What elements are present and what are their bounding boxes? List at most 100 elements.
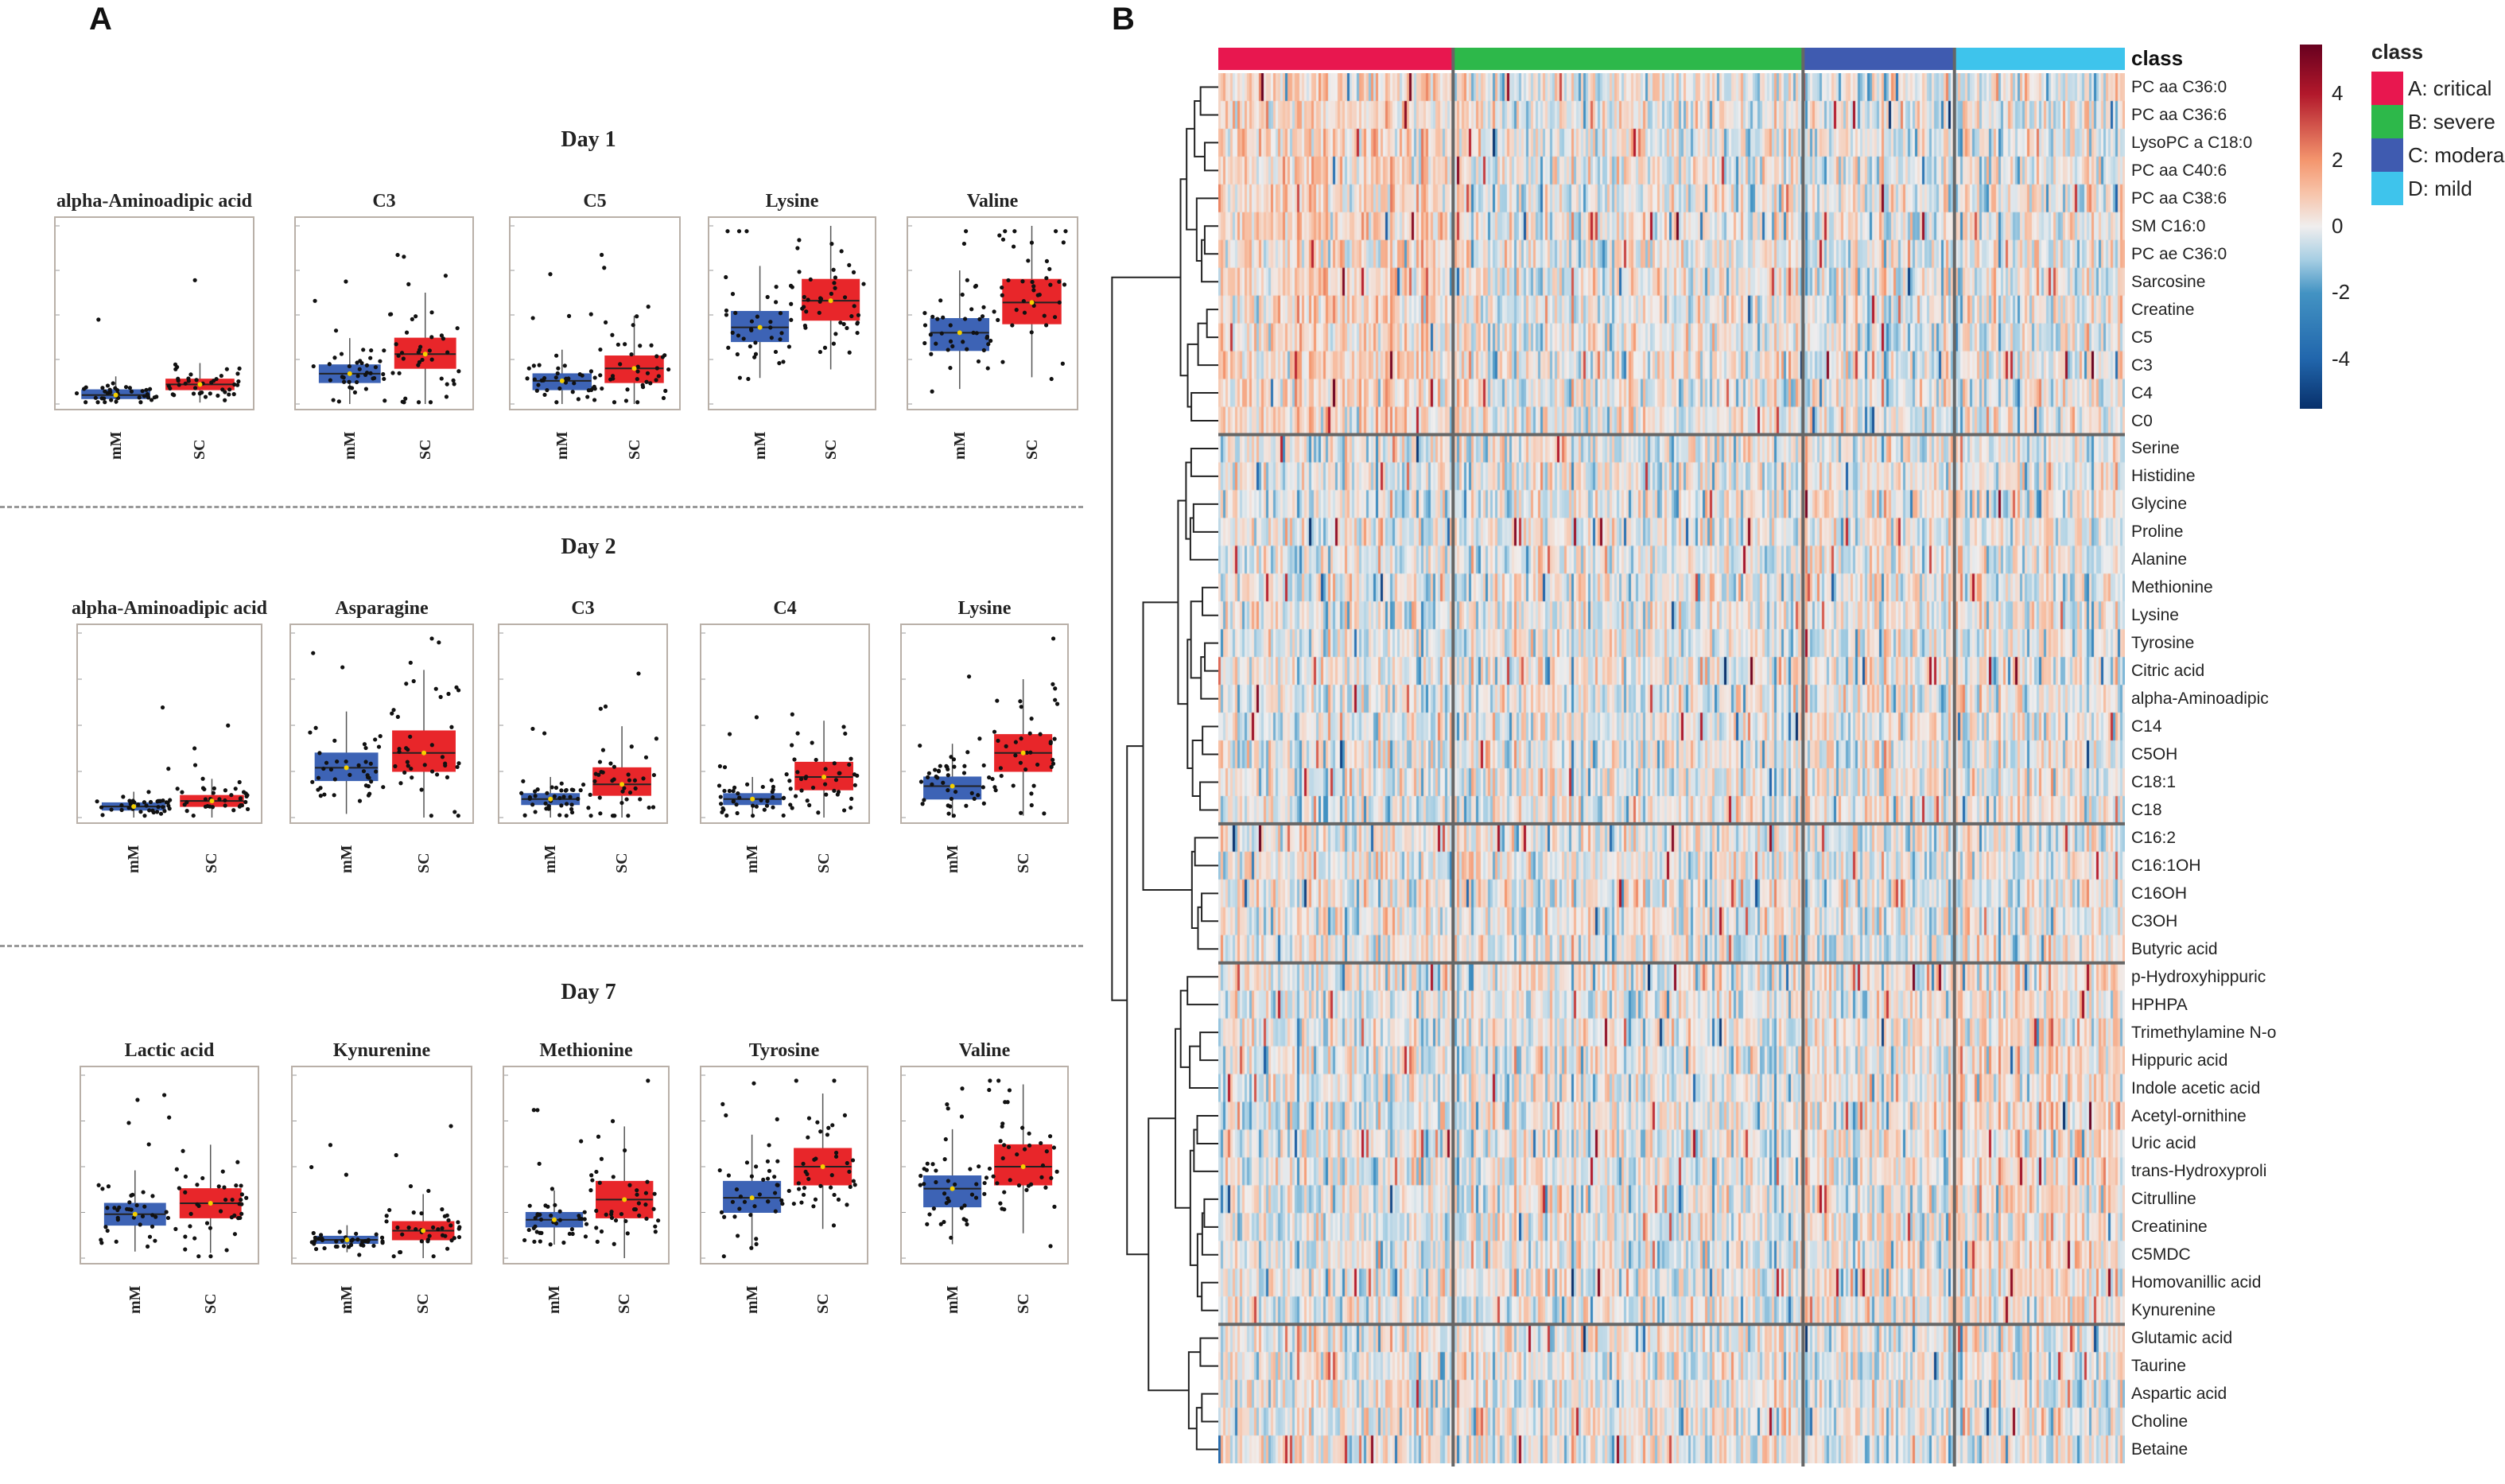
data-point bbox=[202, 787, 207, 792]
data-point bbox=[1044, 258, 1050, 263]
data-point bbox=[633, 786, 638, 791]
data-point bbox=[557, 813, 562, 818]
mean-marker bbox=[559, 378, 565, 383]
mean-marker bbox=[1020, 1164, 1026, 1169]
data-point bbox=[1029, 240, 1035, 245]
data-point bbox=[223, 798, 227, 803]
data-point bbox=[186, 379, 191, 383]
data-point bbox=[973, 1195, 979, 1200]
mean-marker bbox=[750, 796, 755, 802]
data-point bbox=[526, 366, 531, 371]
boxplot-frame bbox=[900, 624, 1069, 824]
data-point bbox=[152, 395, 157, 400]
data-point bbox=[855, 773, 860, 778]
data-point bbox=[238, 796, 243, 801]
data-point bbox=[333, 328, 339, 333]
row-label: HPHPA bbox=[2131, 995, 2188, 1014]
data-point bbox=[801, 1161, 806, 1166]
row-label: PC aa C36:0 bbox=[2131, 78, 2227, 96]
data-point bbox=[328, 767, 334, 772]
data-point bbox=[1013, 753, 1018, 758]
dendrogram-branch bbox=[1189, 1045, 1218, 1090]
data-point bbox=[640, 383, 645, 387]
boxplot-frame bbox=[900, 1066, 1069, 1265]
dendrogram-branch bbox=[1186, 343, 1198, 408]
data-point bbox=[74, 390, 80, 396]
data-point bbox=[440, 755, 445, 759]
data-point bbox=[623, 342, 627, 347]
data-point bbox=[972, 796, 977, 802]
data-point bbox=[322, 792, 327, 797]
data-point bbox=[443, 274, 449, 278]
dendrogram-branch bbox=[1190, 850, 1198, 930]
data-point bbox=[635, 364, 640, 369]
row-label: Citrulline bbox=[2131, 1190, 2196, 1209]
data-point bbox=[654, 378, 658, 383]
data-point bbox=[378, 734, 383, 739]
data-point bbox=[235, 371, 240, 376]
data-point bbox=[426, 1188, 431, 1194]
data-point bbox=[942, 1157, 947, 1162]
data-point bbox=[534, 1230, 539, 1234]
data-point bbox=[442, 1214, 447, 1218]
data-point bbox=[138, 400, 143, 405]
boxplot-title: C3 bbox=[372, 191, 396, 212]
data-point bbox=[969, 1192, 975, 1197]
row-label: PC aa C38:6 bbox=[2131, 188, 2227, 208]
annotation-label: class bbox=[2131, 46, 2184, 70]
data-point bbox=[961, 771, 967, 775]
data-point bbox=[398, 1249, 403, 1255]
mean-marker bbox=[421, 1228, 426, 1233]
data-point bbox=[661, 395, 666, 401]
data-point bbox=[837, 771, 841, 775]
row-label: C14 bbox=[2131, 717, 2162, 736]
data-point bbox=[1008, 1178, 1012, 1183]
data-point bbox=[106, 1184, 111, 1189]
data-point bbox=[559, 781, 564, 786]
data-point bbox=[988, 338, 993, 344]
data-point bbox=[922, 311, 927, 316]
x-tick-label-mm: mM bbox=[338, 1285, 356, 1314]
data-point bbox=[771, 787, 775, 792]
data-point bbox=[378, 359, 383, 363]
data-point bbox=[930, 782, 934, 787]
colorbar bbox=[2300, 45, 2322, 409]
data-point bbox=[781, 813, 786, 818]
data-point bbox=[1031, 303, 1036, 308]
data-point bbox=[598, 373, 603, 378]
data-point bbox=[946, 811, 951, 816]
data-point bbox=[232, 1213, 237, 1218]
row-label: C5 bbox=[2131, 328, 2153, 347]
data-point bbox=[765, 1159, 771, 1164]
data-point bbox=[991, 1174, 996, 1179]
data-point bbox=[965, 347, 969, 352]
data-point bbox=[235, 1160, 240, 1164]
data-point bbox=[981, 348, 986, 352]
data-point bbox=[808, 277, 813, 282]
data-point bbox=[960, 292, 965, 297]
data-point bbox=[391, 708, 396, 713]
boxplot-plot bbox=[504, 1074, 661, 1259]
data-point bbox=[965, 1222, 969, 1227]
data-point bbox=[138, 1222, 142, 1227]
data-point bbox=[119, 807, 124, 813]
data-point bbox=[788, 787, 793, 791]
data-point bbox=[996, 738, 1000, 744]
dendrogram-branch bbox=[1190, 447, 1218, 477]
x-tick-label-sc: SC bbox=[616, 1293, 634, 1314]
class-legend-title: class bbox=[2371, 40, 2424, 64]
data-point bbox=[806, 297, 810, 302]
data-point bbox=[527, 1203, 532, 1208]
data-point bbox=[105, 1228, 110, 1233]
colorbar-tick-label: -2 bbox=[2332, 280, 2351, 305]
dendrogram-branch bbox=[1189, 1149, 1198, 1266]
data-point bbox=[995, 698, 1000, 703]
data-point bbox=[230, 1197, 235, 1202]
data-point bbox=[773, 1209, 778, 1214]
data-point bbox=[321, 766, 326, 771]
data-point bbox=[594, 1208, 599, 1214]
mean-marker bbox=[820, 1164, 825, 1169]
boxplot-frame bbox=[700, 624, 870, 824]
data-point bbox=[158, 798, 163, 803]
data-point bbox=[941, 780, 946, 785]
